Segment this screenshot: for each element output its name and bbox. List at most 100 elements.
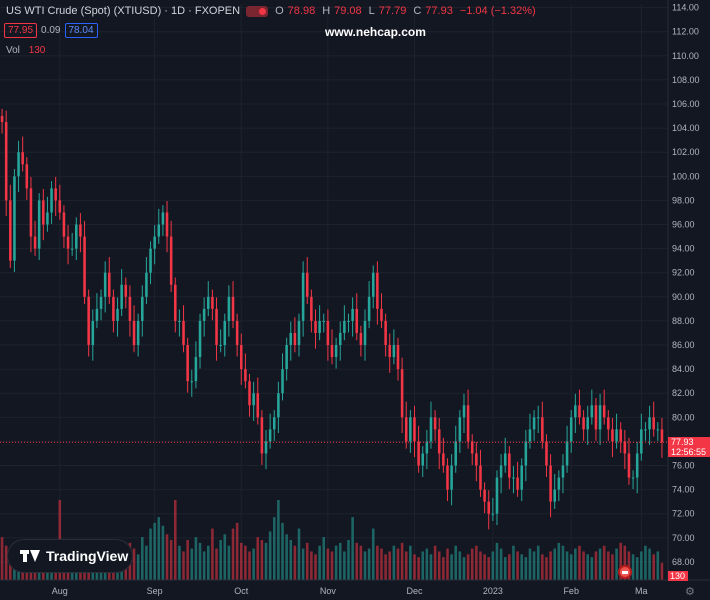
volume-bar xyxy=(479,551,482,580)
price-tick-label: 110.00 xyxy=(672,51,699,61)
volume-bar xyxy=(326,548,330,580)
gear-icon[interactable]: ⚙ xyxy=(685,586,695,598)
volume-bar xyxy=(409,545,412,580)
volume-bar xyxy=(446,548,449,580)
volume-bar xyxy=(594,551,598,580)
volume-bar xyxy=(495,542,499,580)
volume-bar xyxy=(301,548,305,580)
price-tick-label: 112.00 xyxy=(672,27,699,37)
volume-bar xyxy=(520,554,523,580)
volume-bar xyxy=(450,554,453,580)
price-tick-label: 76.00 xyxy=(672,461,695,471)
volume-bar xyxy=(359,545,363,580)
volume-bar xyxy=(470,548,474,580)
candle-body xyxy=(157,224,161,237)
candle-body xyxy=(99,296,103,309)
candle-body xyxy=(499,465,503,478)
volume-bar xyxy=(454,545,458,580)
candle-body xyxy=(91,320,95,346)
volume-bar xyxy=(145,545,148,580)
candle-body xyxy=(297,320,301,346)
candle-body xyxy=(169,236,173,285)
time-axis[interactable]: Aug Sep Oct Nov Dec 2023 Feb Ma xyxy=(52,586,648,596)
volume-bar xyxy=(442,557,445,580)
volume-bar xyxy=(347,540,350,580)
candle-body xyxy=(87,296,90,346)
candle-body xyxy=(314,320,317,333)
candle-body xyxy=(371,272,375,297)
candle-body xyxy=(582,417,585,430)
volume-bar xyxy=(318,545,321,580)
volume-bar xyxy=(396,548,400,580)
candle-body xyxy=(178,320,181,322)
volume-bar xyxy=(569,554,573,580)
candle-body xyxy=(376,272,379,309)
candle-body xyxy=(462,405,466,418)
volume-bar xyxy=(297,528,301,580)
volume-bar xyxy=(578,545,581,580)
volume-bar xyxy=(652,554,655,580)
bid-button[interactable]: 77.95 xyxy=(4,23,38,38)
candle-body xyxy=(95,308,99,321)
tradingview-logo[interactable]: TradingView xyxy=(8,540,132,572)
candle-body xyxy=(656,429,660,431)
candle-body xyxy=(239,345,243,370)
volume-bar xyxy=(388,551,392,580)
volume-bar xyxy=(351,517,354,580)
volume-bar xyxy=(260,540,264,580)
volume-bar xyxy=(574,548,577,580)
volume-bar xyxy=(198,542,202,580)
candle-body xyxy=(565,441,569,466)
volume-bar xyxy=(536,545,540,580)
candle-body xyxy=(227,296,231,321)
volume-bar xyxy=(475,545,478,580)
candle-body xyxy=(578,405,581,418)
candle-body xyxy=(223,320,227,346)
candle-body xyxy=(182,320,185,346)
candle-body xyxy=(409,417,412,442)
candle-body xyxy=(264,441,268,454)
volume-bar xyxy=(161,525,165,580)
candle-body xyxy=(310,296,313,321)
candle-body xyxy=(153,236,156,249)
volume-bar xyxy=(611,554,614,580)
symbol-title[interactable]: US WTI Crude (Spot) (XTIUSD) · 1D · FXOP… xyxy=(6,5,241,17)
candle-body xyxy=(33,236,37,249)
candle-body xyxy=(293,332,297,346)
ask-button[interactable]: 78.04 xyxy=(64,23,98,38)
price-tick-label: 100.00 xyxy=(672,171,700,181)
candle-body xyxy=(367,296,371,321)
candle-body xyxy=(619,429,622,442)
candle-body xyxy=(37,200,41,249)
volume-bar xyxy=(355,542,359,580)
volume-bar xyxy=(376,545,379,580)
volume-bar xyxy=(549,551,552,580)
candle-body xyxy=(252,393,255,406)
candle-body xyxy=(351,308,354,321)
volume-bar xyxy=(528,548,532,580)
candle-body xyxy=(124,284,128,297)
candle-body xyxy=(112,296,115,321)
price-tick-label: 98.00 xyxy=(672,195,695,205)
candle-body xyxy=(260,417,264,454)
volume-label[interactable]: Vol xyxy=(6,45,20,56)
market-status-toggle-icon[interactable] xyxy=(246,5,269,17)
candle-body xyxy=(392,345,396,358)
volume-bar xyxy=(215,548,218,580)
volume-bar xyxy=(524,557,528,580)
candle-body xyxy=(470,441,474,454)
volume-bar xyxy=(586,554,589,580)
volume-bar xyxy=(491,551,495,580)
candle-body xyxy=(631,477,635,479)
price-axis[interactable]: 114.00 112.00 110.00 108.00 106.00 104.00 102.… xyxy=(672,3,700,567)
candle-body xyxy=(487,501,490,514)
candle-body xyxy=(450,465,453,490)
volume-bar xyxy=(0,537,4,580)
volume-bar xyxy=(178,545,181,580)
candle-body xyxy=(635,453,639,478)
change-value: −1.04 (−1.32%) xyxy=(459,5,536,17)
candle-body xyxy=(194,357,198,382)
volume-bar xyxy=(425,548,429,580)
us-flag-icon[interactable] xyxy=(618,565,632,579)
